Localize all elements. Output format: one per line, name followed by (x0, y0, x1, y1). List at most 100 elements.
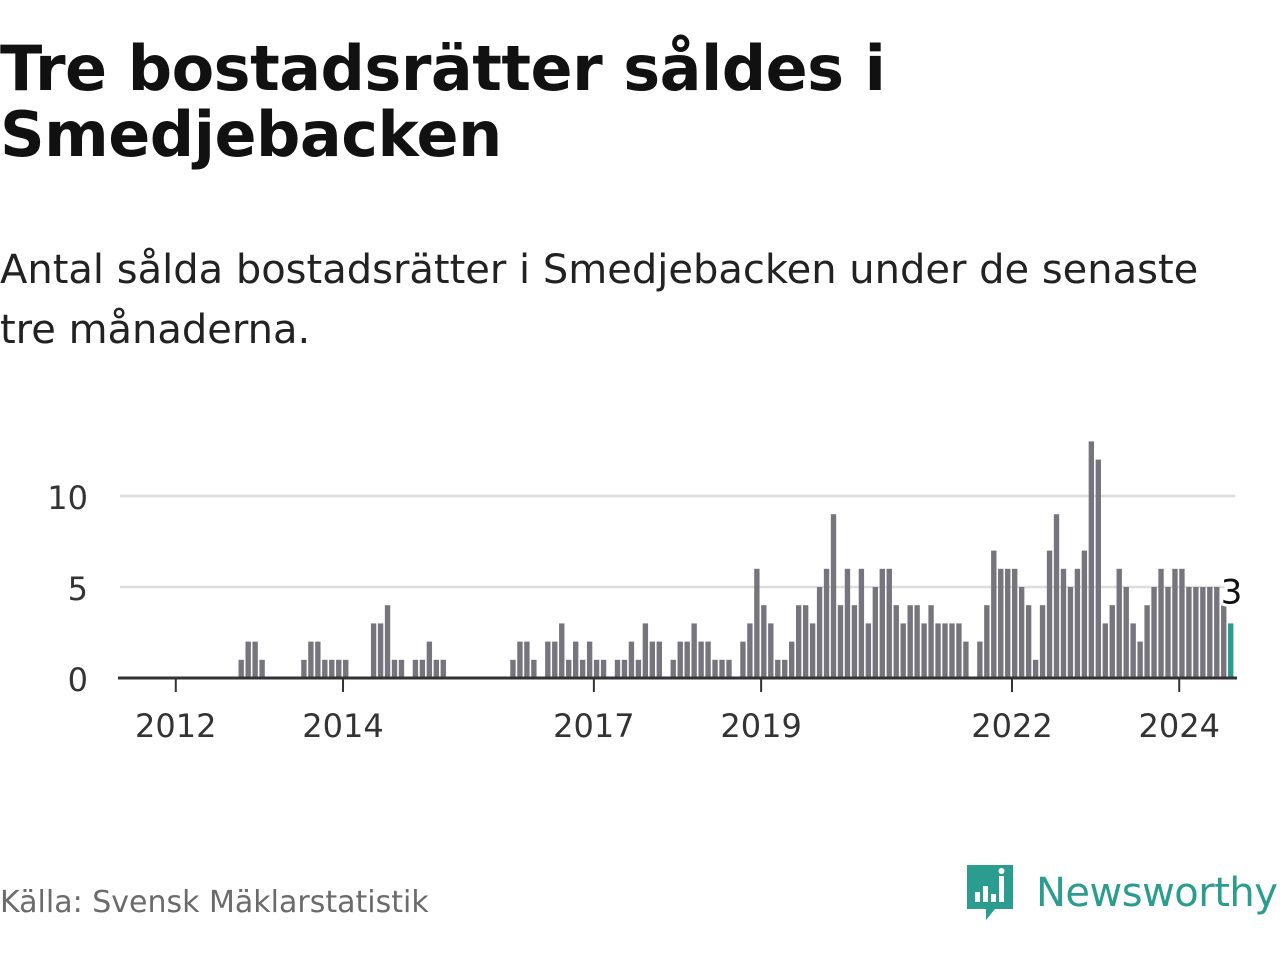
bar (956, 623, 962, 678)
bar (1214, 587, 1220, 678)
y-axis: 0 5 10 (47, 479, 88, 699)
x-tick-label: 2014 (302, 707, 383, 745)
bar (998, 568, 1004, 678)
x-tick-label: 2024 (1139, 707, 1220, 745)
bar (245, 641, 251, 678)
y-tick-label: 5 (68, 570, 88, 608)
bar (586, 641, 593, 678)
brand-name: Newsworthy (1036, 870, 1278, 916)
bar (1158, 568, 1164, 678)
bar (670, 659, 676, 678)
bar (642, 623, 649, 678)
bar (426, 641, 433, 678)
bar (628, 641, 635, 678)
bar (719, 659, 725, 678)
bar (684, 641, 690, 678)
bar (921, 623, 927, 678)
bar (1186, 587, 1192, 678)
bar (600, 659, 607, 678)
bar (1074, 568, 1081, 678)
bar (726, 659, 732, 678)
bar (914, 605, 920, 678)
bar (991, 550, 997, 678)
bar (1067, 587, 1074, 678)
bar (252, 641, 258, 678)
grid-layer (120, 494, 1235, 589)
bar (858, 568, 865, 678)
bar (949, 623, 955, 678)
bar (412, 659, 419, 678)
bar (1018, 587, 1025, 678)
bar (517, 641, 523, 678)
x-tick-label: 2017 (553, 707, 634, 745)
bar (593, 659, 600, 678)
bar (1200, 587, 1206, 678)
bar (761, 605, 767, 678)
bar (545, 641, 551, 678)
chart-title: Tre bostadsrätter såldes i Smedjebacken (0, 32, 886, 171)
bar (712, 659, 718, 678)
bar (942, 623, 948, 678)
data-labels: 3 (1218, 569, 1246, 615)
bar (1025, 605, 1032, 678)
bar (301, 659, 307, 678)
bar (370, 623, 377, 678)
bar (872, 587, 879, 678)
newsworthy-logo-icon (967, 865, 1013, 920)
bar (740, 641, 746, 678)
bar (1081, 550, 1088, 678)
bar (552, 641, 558, 678)
bar (440, 659, 446, 678)
bar (775, 659, 781, 678)
chart-subtitle: Antal sålda bostadsrätter i Smedjebacken… (0, 247, 1199, 353)
y-tick-label: 10 (47, 479, 88, 517)
bar (795, 605, 802, 678)
bar (531, 659, 537, 678)
bar (329, 659, 335, 678)
bar (844, 568, 851, 678)
bar (837, 605, 844, 678)
bar (510, 659, 516, 678)
x-tick-label: 2012 (135, 707, 216, 745)
bar (384, 605, 391, 678)
bar (559, 623, 565, 678)
bar (1116, 568, 1122, 678)
bar (963, 641, 969, 678)
bar (1137, 641, 1143, 678)
bar (649, 641, 656, 678)
bar (809, 623, 816, 678)
bar (802, 605, 809, 678)
bar (782, 659, 788, 678)
bar (830, 514, 837, 678)
y-tick-label: 0 (68, 661, 88, 699)
bar (635, 659, 642, 678)
bar (1012, 568, 1018, 678)
bar (566, 659, 572, 678)
bar (1165, 587, 1171, 678)
bar (928, 605, 934, 678)
bar (1221, 605, 1227, 678)
bar (398, 659, 405, 678)
bar (377, 623, 384, 678)
bar (1046, 550, 1053, 678)
bar (1088, 441, 1095, 678)
bar (1102, 623, 1108, 678)
bar (754, 568, 760, 678)
bar (419, 659, 426, 678)
bars (238, 441, 1234, 678)
x-tick-label: 2019 (720, 707, 801, 745)
bar (614, 659, 621, 678)
bar (1179, 568, 1185, 678)
bar (1039, 605, 1046, 678)
bar (1151, 587, 1157, 678)
bar (259, 659, 265, 678)
bar (1130, 623, 1136, 678)
bar (621, 659, 628, 678)
bar (656, 641, 662, 678)
bar (336, 659, 342, 678)
bar (579, 659, 586, 678)
bar (691, 623, 697, 678)
bar (907, 605, 913, 678)
x-axis: 2012 2014 2017 2019 2022 2024 (118, 676, 1237, 745)
bar (1095, 459, 1101, 678)
